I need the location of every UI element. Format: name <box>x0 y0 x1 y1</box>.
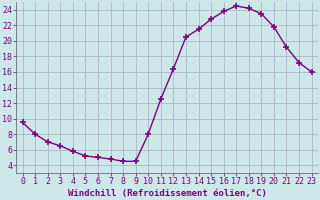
X-axis label: Windchill (Refroidissement éolien,°C): Windchill (Refroidissement éolien,°C) <box>68 189 267 198</box>
